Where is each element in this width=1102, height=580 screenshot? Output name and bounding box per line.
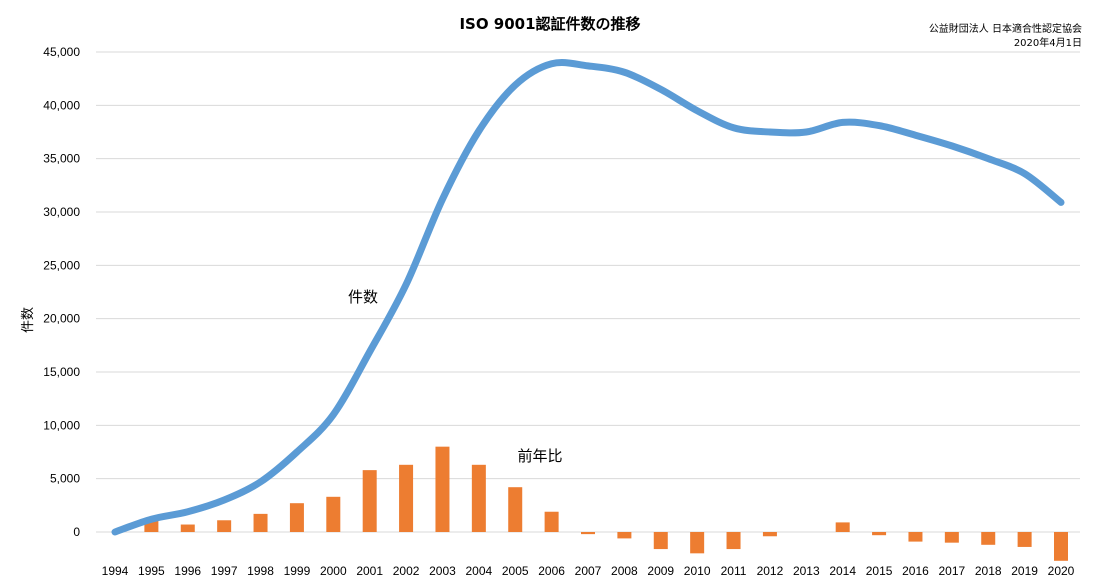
bar [253,513,268,532]
x-tick-label: 2013 [793,564,820,578]
x-tick-label: 2017 [938,564,965,578]
x-tick-label: 2001 [356,564,383,578]
y-tick-label: 10,000 [43,418,80,432]
bar [835,522,850,532]
chart-title: ISO 9001認証件数の推移 [459,15,640,33]
bar [435,446,450,532]
bar [362,470,377,532]
x-axis-ticks: 1994 1995 1996 1997 1998 1999 2000 2001 2002 2003… [102,564,1075,578]
bar [1017,532,1032,547]
x-tick-label: 2008 [611,564,638,578]
y-tick-label: 30,000 [43,205,80,219]
bar [217,520,232,532]
x-tick-label: 2018 [975,564,1002,578]
series-label-yoy: 前年比 [517,447,562,465]
x-tick-label: 2011 [721,564,747,578]
bar [944,532,959,543]
x-tick-label: 2019 [1011,564,1038,578]
series-label-count: 件数 [348,288,378,306]
y-axis-label: 件数 [21,307,36,333]
x-tick-label: 2010 [684,564,711,578]
x-tick-label: 2015 [866,564,893,578]
x-tick-label: 2000 [320,564,347,578]
bar [326,496,341,532]
x-tick-label: 2012 [757,564,784,578]
bar [180,524,195,532]
bar [981,532,996,545]
bar-series [144,446,1068,561]
source-date: 2020年4月1日 [1014,36,1082,49]
y-tick-label: 0 [73,525,80,539]
x-tick-label: 2003 [429,564,456,578]
gridlines [96,51,1080,533]
x-tick-label: 2006 [538,564,565,578]
bar [1054,532,1068,561]
x-tick-label: 2007 [575,564,602,578]
bar [544,511,559,532]
bar [762,532,777,537]
y-tick-label: 45,000 [43,45,80,59]
x-tick-label: 1999 [284,564,311,578]
x-tick-label: 2002 [393,564,420,578]
series-line [111,59,1065,536]
bar [726,532,741,550]
y-axis-ticks: 0 5,000 10,000 15,000 20,000 25,000 30,000 35,0… [43,45,80,539]
x-tick-label: 2016 [902,564,929,578]
x-tick-label: 2020 [1048,564,1075,578]
x-tick-label: 1997 [211,564,238,578]
y-tick-label: 25,000 [43,258,80,272]
y-tick-label: 15,000 [43,365,80,379]
x-tick-label: 2005 [502,564,529,578]
x-tick-label: 2014 [829,564,856,578]
bar [508,487,523,532]
y-tick-label: 5,000 [50,472,80,486]
y-tick-label: 40,000 [43,98,80,112]
x-tick-label: 1996 [174,564,201,578]
bar [581,532,595,535]
bar [690,532,705,554]
bar [399,464,414,532]
bar [908,532,923,542]
x-tick-label: 2009 [647,564,674,578]
y-tick-label: 20,000 [43,312,80,326]
source-organization: 公益財団法人 日本適合性認定協会 [929,22,1082,35]
x-tick-label: 1994 [102,564,129,578]
bar [471,464,486,532]
x-tick-label: 1995 [138,564,165,578]
bar [289,503,304,532]
x-tick-label: 1998 [247,564,274,578]
bar [617,532,632,539]
y-tick-label: 35,000 [43,152,80,166]
line-series [111,59,1065,536]
bar [872,532,887,536]
bar [653,532,668,550]
x-tick-label: 2004 [465,564,492,578]
